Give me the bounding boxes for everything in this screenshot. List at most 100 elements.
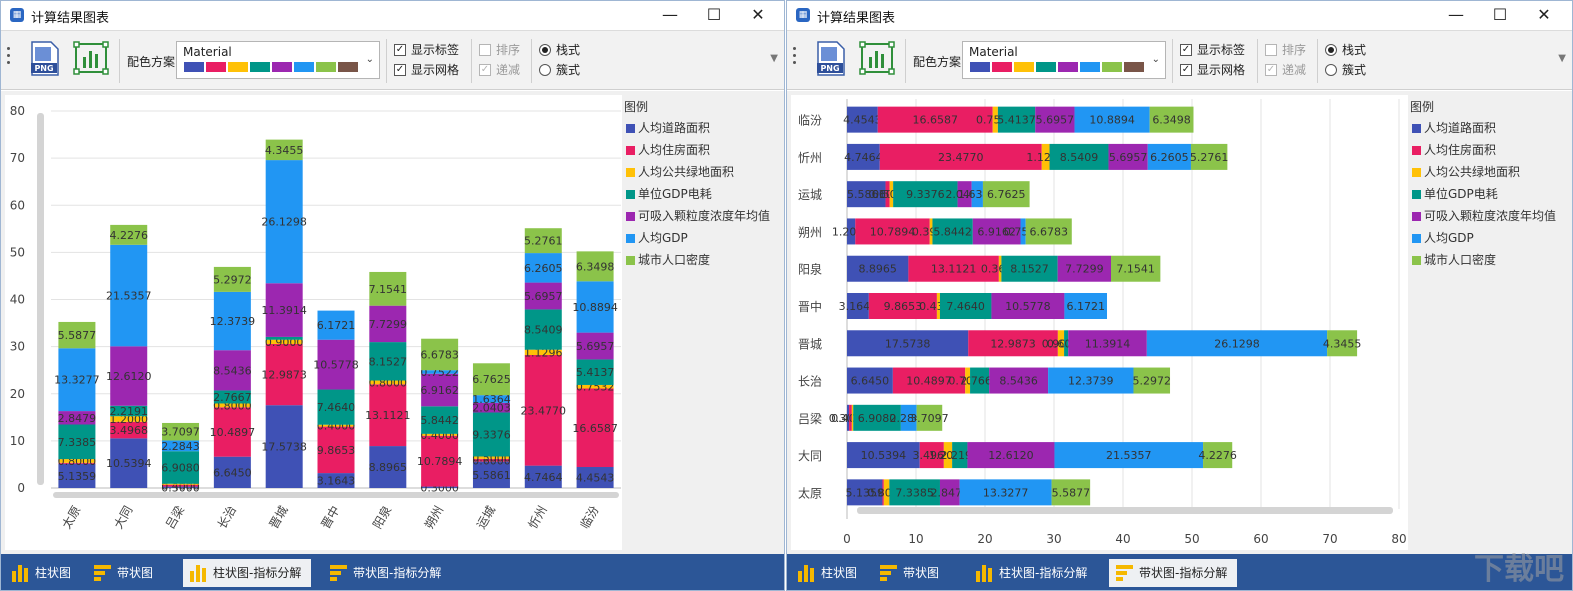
data-label: 10.5778 [1005,300,1051,313]
y-tick-label: 80 [10,104,25,118]
swatch [1014,62,1034,72]
data-label: 6.6783 [1029,225,1068,238]
legend-swatch [1412,146,1421,155]
x-tick-label: 阳泉 [370,504,394,532]
y-tick-label: 40 [10,293,25,307]
swatch [272,62,292,72]
bar-segment [317,310,355,340]
checkbox-checked-icon: ✓ [1180,64,1192,76]
checkbox-checked-icon: ✓ [479,64,491,76]
swatch [316,62,336,72]
swatch [338,62,358,72]
close-button[interactable]: ✕ [751,5,765,24]
bar-segment [971,181,983,208]
bar-segment [1054,442,1204,469]
clustered-radio[interactable]: 簇式 [1325,62,1366,78]
bar-segment [162,440,200,452]
data-label: 6.7625 [472,373,511,386]
export-png-button[interactable]: PNG [815,41,847,77]
export-chart-button[interactable] [859,41,895,75]
descending-checkbox[interactable]: ✓ 递减 [479,63,521,77]
bar-segment [889,479,940,506]
maximize-button[interactable]: ☐ [1492,5,1508,24]
stacked-radio[interactable]: 栈式 [1325,42,1366,58]
plot-background [791,95,1408,550]
window-title: 计算结果图表 [817,11,896,26]
data-label: 12.9873 [261,369,307,382]
toolbar-overflow-icon[interactable]: ▼ [770,53,778,64]
bar-segment [421,435,459,487]
data-label: 7.4640 [317,401,356,414]
bar-segment [213,456,251,488]
band-chart-icon [880,565,897,581]
minimize-button[interactable]: — [1448,5,1464,24]
data-label: 21.5357 [106,290,152,303]
stacked-radio[interactable]: 栈式 [539,42,580,58]
bar-segment [369,384,407,447]
legend: 图例 人均道路面积 人均住房面积 人均公共绿地面积 单位GDP电耗 可吸入颗粒度浓度年均值… [624,99,770,273]
toolbar-grip-icon[interactable] [793,47,797,69]
descending-checkbox[interactable]: ✓ 递减 [1265,63,1307,77]
legend-label: 城市人口密度 [638,253,711,267]
toolbar-grip-icon[interactable] [7,47,11,69]
bar-segment [1041,143,1050,170]
data-label: 6.7625 [987,188,1026,201]
data-label: 5.2972 [213,273,252,286]
bar-segment [369,271,407,306]
tab-1[interactable]: 柱状图 [791,559,867,587]
scheme-dropdown[interactable]: Material ⌄ [176,41,380,79]
x-tick-label: 临汾 [578,504,602,532]
data-label: 17.5738 [261,441,307,454]
swatch [1036,62,1056,72]
svg-text:PNG: PNG [820,64,839,73]
close-button[interactable]: ✕ [1537,5,1551,24]
bar-segment [932,218,973,245]
tab-1[interactable]: 柱状图 [5,559,81,587]
bar-segment [369,380,407,385]
tab-3[interactable]: 柱状图-指标分解 [969,559,1097,587]
data-label: 6.9162 [977,225,1016,238]
app-icon: ▦ [796,8,810,22]
bar-segment [885,181,890,208]
bar-segment [1020,218,1026,245]
tab-2[interactable]: 带状图 [87,559,163,587]
tab-4[interactable]: 带状图-指标分解 [1109,559,1238,587]
show-grid-checkbox[interactable]: ✓ 显示网格 [1180,63,1246,77]
data-label: 3.7097 [161,426,200,439]
bar-segment [967,442,1055,469]
legend-swatch [1412,124,1421,133]
export-chart-button[interactable] [73,41,109,75]
maximize-button[interactable]: ☐ [706,5,722,24]
bar-segment [982,181,1030,208]
bar-segment [317,424,355,427]
sort-checkbox[interactable]: 排序 [1265,42,1306,58]
show-labels-checkbox[interactable]: ✓ 显示标签 [394,43,460,57]
export-png-button[interactable]: PNG [29,41,61,77]
y-tick-label: 大同 [798,449,822,463]
show-grid-checkbox[interactable]: ✓ 显示网格 [394,63,460,77]
toolbar-separator [905,39,906,83]
bar-segment [919,442,944,469]
tab-3[interactable]: 柱状图-指标分解 [183,559,312,587]
data-label: 9.8653 [317,444,356,457]
bar-segment [110,244,148,347]
data-label: 13.3277 [54,374,100,387]
toolbar-overflow-icon[interactable]: ▼ [1558,53,1566,64]
sort-checkbox[interactable]: 排序 [479,42,520,58]
data-label: 6.9080 [161,461,200,474]
tab-2[interactable]: 带状图 [873,559,949,587]
data-label: 16.6587 [912,114,958,127]
legend-label: 人均公共绿地面积 [638,165,735,179]
legend-item: 单位GDP电耗 [624,185,770,207]
tab-4[interactable]: 带状图-指标分解 [323,559,451,587]
bar-segment [58,424,96,460]
data-label: 7.1541 [1116,263,1155,276]
data-label: 6.9162 [420,384,459,397]
minimize-button[interactable]: — [662,5,678,24]
show-labels-checkbox[interactable]: ✓ 显示标签 [1180,43,1246,57]
bar-segment [1048,367,1134,394]
data-label: 2.2843 [161,440,200,453]
scheme-dropdown[interactable]: Material ⌄ [962,41,1166,79]
bar-segment [847,442,920,469]
clustered-radio[interactable]: 簇式 [539,62,580,78]
